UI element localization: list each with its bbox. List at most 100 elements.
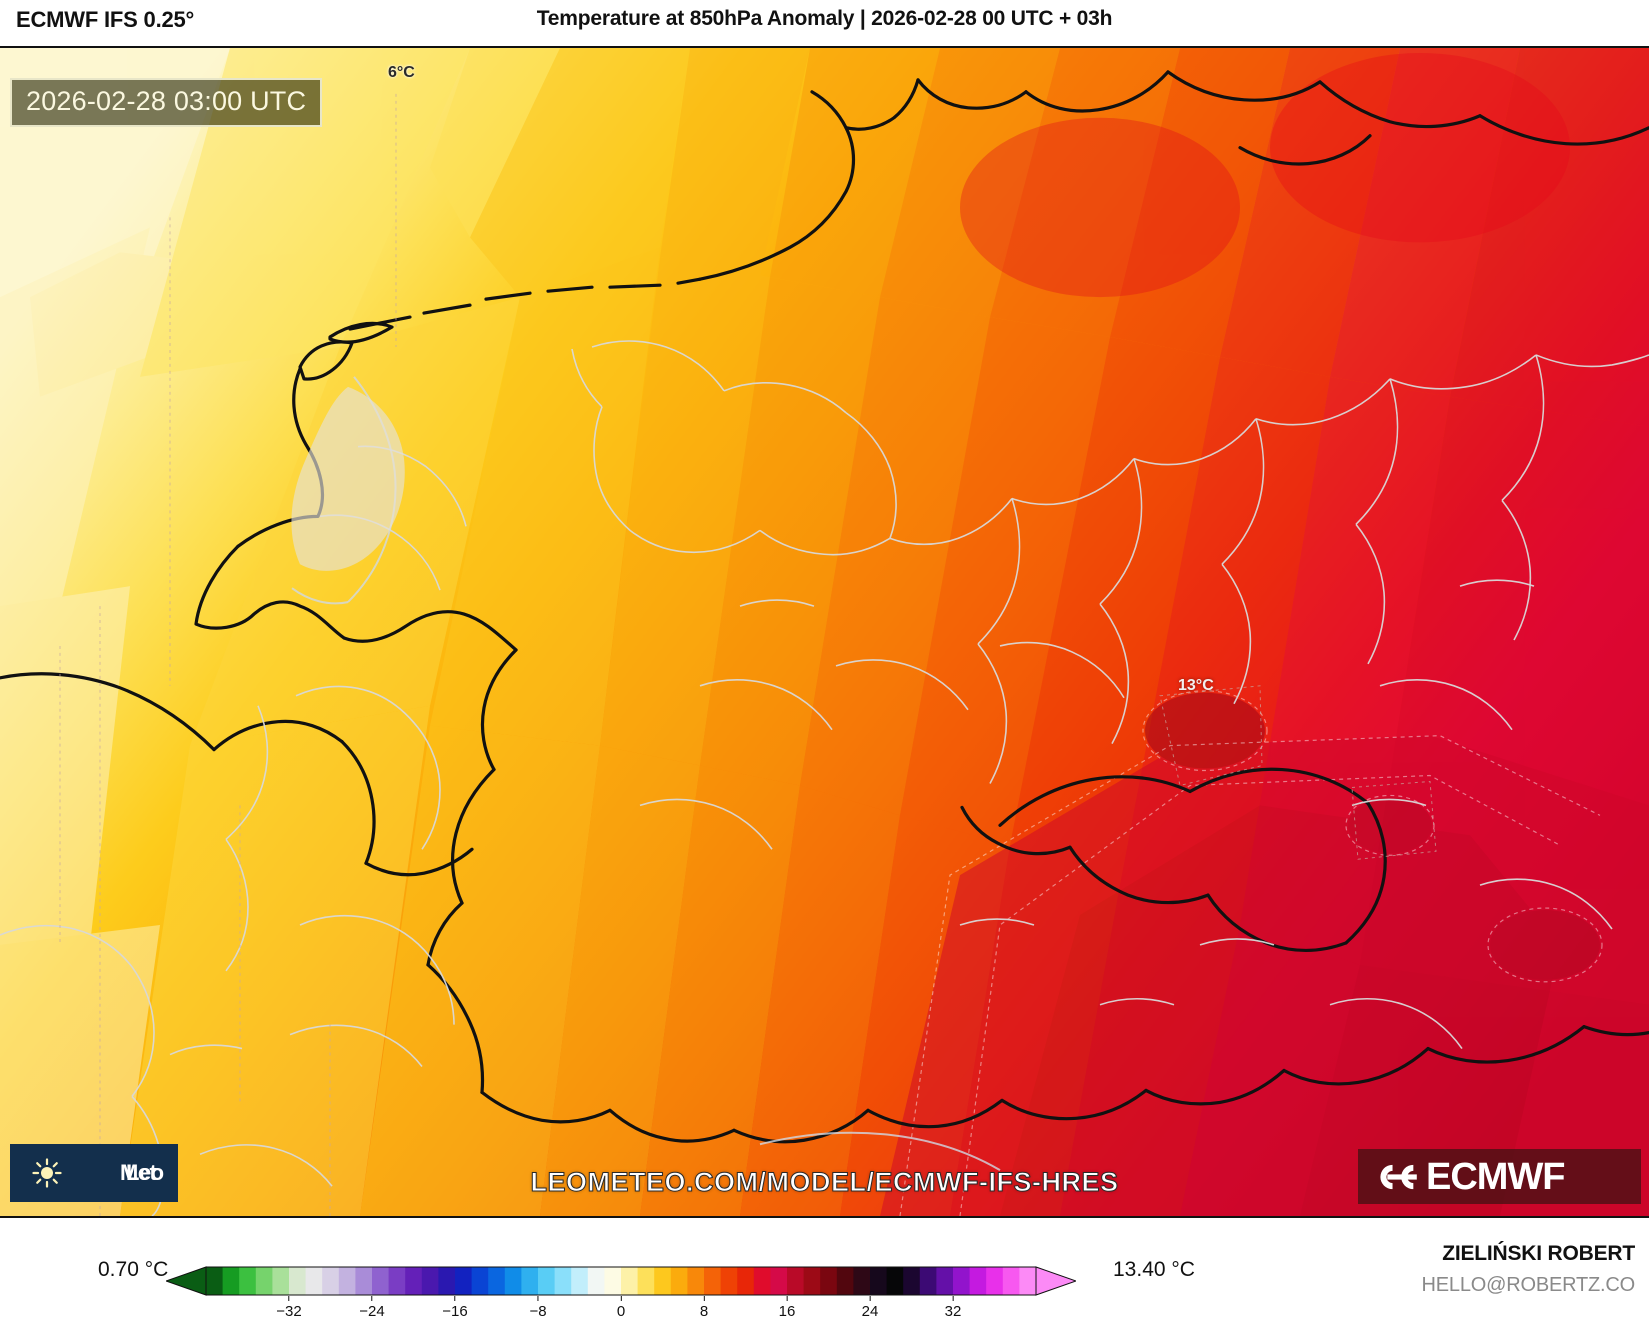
colorbar-segment (986, 1267, 1004, 1295)
site-watermark: LEOMETEO.COM/MODEL/ECMWF-IFS-HRES (530, 1167, 1119, 1198)
ecmwf-logo-text: ECMWF (1426, 1155, 1566, 1198)
colorbar-segment (322, 1267, 340, 1295)
colorbar-tick-label: −16 (442, 1303, 468, 1320)
colorbar-segment (305, 1267, 323, 1295)
colorbar-tick-label: −24 (359, 1303, 385, 1320)
colorbar-tick-mark (786, 1296, 788, 1301)
colorbar-tick: −16 (442, 1296, 468, 1320)
legend-footer: 0.70 °C −32 −24 −16 −8 0 8 16 24 32 13.40 °C ZIE… (0, 1218, 1649, 1338)
colorbar-tick-label: 32 (944, 1303, 962, 1320)
timestamp-badge: 2026-02-28 03:00 UTC (10, 78, 323, 127)
colorbar-tick: 24 (861, 1296, 879, 1320)
colorbar-segment (372, 1267, 390, 1295)
colorbar-segment (919, 1267, 937, 1295)
colorbar-segment (803, 1267, 821, 1295)
ecmwf-logo: ECMWF (1358, 1149, 1641, 1204)
legend-max-value: 13.40 °C (1113, 1258, 1195, 1281)
colorbar-segment (222, 1267, 240, 1295)
colorbar-segment (438, 1267, 456, 1295)
colorbar-tick-label: −32 (276, 1303, 302, 1320)
colorbar-segment (554, 1267, 572, 1295)
author-email[interactable]: HELLO@ROBERTZ.CO (1421, 1274, 1636, 1296)
colorbar-tick-mark (537, 1296, 539, 1301)
colorbar-segment (239, 1267, 257, 1295)
colorbar-segment (272, 1267, 290, 1295)
colorbar-segment (571, 1267, 589, 1295)
colorbar-segment (388, 1267, 406, 1295)
colorbar-segment (338, 1267, 356, 1295)
contour-label-13c: 13°C (1178, 677, 1214, 694)
colorbar-tick: 32 (944, 1296, 962, 1320)
colorbar-segment (836, 1267, 854, 1295)
colorbar-segment (770, 1267, 788, 1295)
colorbar-segment (255, 1267, 273, 1295)
colorbar-tick-mark (371, 1296, 373, 1301)
colorbar-tick-label: 0 (616, 1303, 626, 1320)
colorbar-segment (471, 1267, 489, 1295)
colorbar-tick-label: 16 (778, 1303, 796, 1320)
colorbar-tick: −8 (529, 1296, 547, 1320)
colorbar-segment (753, 1267, 771, 1295)
colorbar-segment (820, 1267, 838, 1295)
colorbar-segment (936, 1267, 954, 1295)
region-borders-icon (0, 340, 1649, 1216)
page-header: ECMWF IFS 0.25° Temperature at 850hPa An… (0, 0, 1649, 46)
page-title: Temperature at 850hPa Anomaly | 2026-02-… (536, 7, 1113, 30)
colorbar-segment (704, 1267, 722, 1295)
leometeo-wordmark-met: Met (120, 1160, 157, 1185)
colorbar-segment (720, 1267, 738, 1295)
legend-min-value: 0.70 °C (98, 1258, 169, 1281)
colorbar-tick-mark (869, 1296, 871, 1301)
leometeo-wordmark-leo: Leo (126, 1160, 164, 1185)
colorbar-segment (587, 1267, 605, 1295)
colorbar-segment (853, 1267, 871, 1295)
colorbar (166, 1265, 1076, 1297)
colorbar-segment (737, 1267, 755, 1295)
colorbar-tick: −24 (359, 1296, 385, 1320)
author-credit: ZIELIŃSKI ROBERT (1442, 1242, 1635, 1265)
colorbar-tick-mark (620, 1296, 622, 1301)
colorbar-segment (504, 1267, 522, 1295)
leometeo-logo[interactable]: Leo Met (10, 1144, 178, 1202)
colorbar-tick: 16 (778, 1296, 796, 1320)
colorbar-tick: 8 (700, 1296, 708, 1320)
colorbar-segment (654, 1267, 672, 1295)
colorbar-tick: −32 (276, 1296, 302, 1320)
colorbar-segment (488, 1267, 506, 1295)
colorbar-tick-mark (952, 1296, 954, 1301)
colorbar-segment (421, 1267, 439, 1295)
colorbar-segment (953, 1267, 971, 1295)
colorbar-segment (870, 1267, 888, 1295)
model-label: ECMWF IFS 0.25° (16, 7, 195, 32)
colorbar-tick-mark (288, 1296, 290, 1301)
colorbar-segment (1019, 1267, 1037, 1295)
colorbar-segment (787, 1267, 805, 1295)
colorbar-segment (604, 1267, 622, 1295)
colorbar-segment (405, 1267, 423, 1295)
temperature-anomaly-field (0, 48, 1649, 1216)
colorbar-tick-label: 24 (861, 1303, 879, 1320)
colorbar-segment (621, 1267, 639, 1295)
colorbar-segment (670, 1267, 688, 1295)
colorbar-tick-mark (703, 1296, 705, 1301)
colorbar-tick-mark (454, 1296, 456, 1301)
colorbar-tick-label: −8 (529, 1303, 547, 1320)
weather-map[interactable]: 2026-02-28 03:00 UTC 6°C 13°C Leo Met LE… (0, 46, 1649, 1218)
colorbar-segment (289, 1267, 307, 1295)
contour-label-6c: 6°C (388, 64, 415, 81)
colorbar-segment (687, 1267, 705, 1295)
colorbar-segment (903, 1267, 921, 1295)
sun-icon (32, 1158, 62, 1188)
colorbar-segment (969, 1267, 987, 1295)
colorbar-segment (355, 1267, 373, 1295)
colorbar-segment (1002, 1267, 1020, 1295)
colorbar-segment (206, 1267, 224, 1295)
ecmwf-mark-icon (1380, 1164, 1417, 1189)
colorbar-ticks: −32 −24 −16 −8 0 8 16 24 32 (166, 1296, 1076, 1324)
colorbar-segment (637, 1267, 655, 1295)
colorbar-segment (538, 1267, 556, 1295)
colorbar-segment (886, 1267, 904, 1295)
colorbar-segment (455, 1267, 473, 1295)
colorbar-segment (521, 1267, 539, 1295)
colorbar-tick: 0 (617, 1296, 625, 1320)
